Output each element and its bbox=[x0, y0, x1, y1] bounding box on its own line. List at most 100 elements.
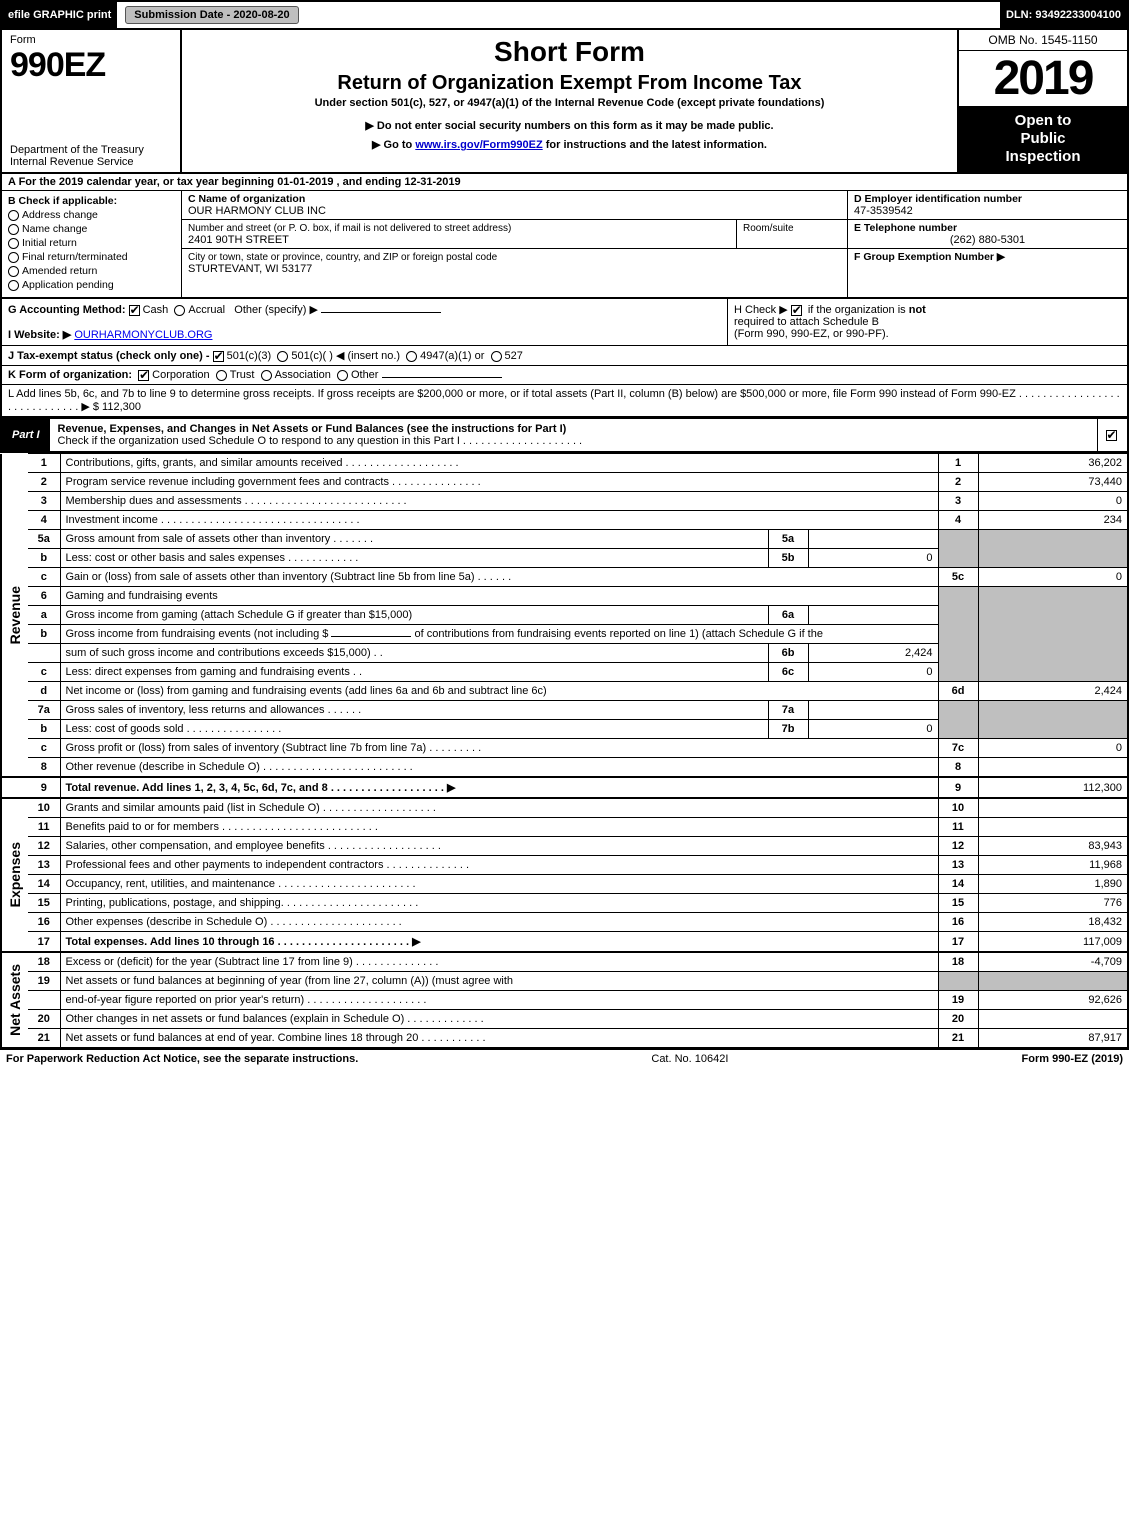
chk-cash[interactable] bbox=[129, 305, 140, 316]
chk-527[interactable] bbox=[491, 351, 502, 362]
line-19-amt: 92,626 bbox=[978, 991, 1128, 1010]
city-label: City or town, state or province, country… bbox=[188, 252, 497, 263]
line-11-num: 11 bbox=[28, 818, 60, 837]
dept-line2: Internal Revenue Service bbox=[10, 156, 134, 168]
other-org-input[interactable] bbox=[382, 377, 502, 378]
chk-final-return[interactable]: Final return/terminated bbox=[8, 251, 175, 263]
line-15-num: 15 bbox=[28, 894, 60, 913]
table-row: Revenue 1 Contributions, gifts, grants, … bbox=[1, 454, 1128, 473]
line-k: K Form of organization: Corporation Trus… bbox=[0, 366, 1129, 385]
chk-501c[interactable] bbox=[277, 351, 288, 362]
open-line3: Inspection bbox=[1005, 148, 1080, 165]
chk-corporation[interactable] bbox=[138, 370, 149, 381]
website-link[interactable]: OURHARMONYCLUB.ORG bbox=[74, 329, 212, 341]
line-7b-num: b bbox=[28, 720, 60, 739]
line-10-desc: Grants and similar amounts paid (list in… bbox=[60, 798, 938, 818]
line-4-ref: 4 bbox=[938, 511, 978, 530]
line-5b-innum: 5b bbox=[768, 549, 808, 568]
line-2-amt: 73,440 bbox=[978, 473, 1128, 492]
goto-post: for instructions and the latest informat… bbox=[543, 139, 767, 151]
line-11-desc: Benefits paid to or for members . . . . … bbox=[60, 818, 938, 837]
h-mid: if the organization is bbox=[808, 304, 909, 316]
footer-left: For Paperwork Reduction Act Notice, see … bbox=[6, 1053, 358, 1065]
line-9-num: 9 bbox=[28, 777, 60, 798]
shade-7 bbox=[938, 701, 978, 739]
k-label: K Form of organization: bbox=[8, 369, 132, 381]
irs-link[interactable]: www.irs.gov/Form990EZ bbox=[415, 139, 542, 151]
line-3-num: 3 bbox=[28, 492, 60, 511]
dln-label: DLN: 93492233004100 bbox=[1000, 2, 1127, 28]
f-label: F Group Exemption Number ▶ bbox=[854, 251, 1005, 263]
row-city: City or town, state or province, country… bbox=[182, 249, 847, 277]
line-6b-innum: 6b bbox=[768, 644, 808, 663]
h-line3: (Form 990, 990-EZ, or 990-PF). bbox=[734, 328, 889, 340]
dept-line1: Department of the Treasury bbox=[10, 144, 144, 156]
chk-other-org[interactable] bbox=[337, 370, 348, 381]
chk-address-change[interactable]: Address change bbox=[8, 209, 175, 221]
line-6a-num: a bbox=[28, 606, 60, 625]
line-15-desc: Printing, publications, postage, and shi… bbox=[60, 894, 938, 913]
block-bcdef: B Check if applicable: Address change Na… bbox=[0, 190, 1129, 299]
line-21-ref: 21 bbox=[938, 1029, 978, 1049]
tax-year: 2019 bbox=[959, 51, 1127, 106]
goto-pre: ▶ Go to bbox=[372, 139, 415, 151]
line-8-num: 8 bbox=[28, 758, 60, 778]
footer-right: Form 990-EZ (2019) bbox=[1022, 1053, 1123, 1065]
col-def: D Employer identification number 47-3539… bbox=[847, 191, 1127, 297]
org-name: OUR HARMONY CLUB INC bbox=[188, 205, 326, 217]
chk-name-change[interactable]: Name change bbox=[8, 223, 175, 235]
line-3-desc: Membership dues and assessments . . . . … bbox=[60, 492, 938, 511]
line-12-desc: Salaries, other compensation, and employ… bbox=[60, 837, 938, 856]
table-row: 21 Net assets or fund balances at end of… bbox=[1, 1029, 1128, 1049]
i-label: I Website: ▶ bbox=[8, 329, 71, 341]
line-19-num: 19 bbox=[28, 972, 60, 991]
part-i-title: Revenue, Expenses, and Changes in Net As… bbox=[58, 423, 567, 435]
table-row: c Gross profit or (loss) from sales of i… bbox=[1, 739, 1128, 758]
chk-501c3[interactable] bbox=[213, 351, 224, 362]
table-row: 20 Other changes in net assets or fund b… bbox=[1, 1010, 1128, 1029]
line-7c-amt: 0 bbox=[978, 739, 1128, 758]
chk-accrual[interactable] bbox=[174, 305, 185, 316]
line-7a-innum: 7a bbox=[768, 701, 808, 720]
k-trust: Trust bbox=[230, 369, 255, 381]
line-6b-blank[interactable] bbox=[331, 636, 411, 637]
line-12-amt: 83,943 bbox=[978, 837, 1128, 856]
line-18-amt: -4,709 bbox=[978, 952, 1128, 972]
short-form-title: Short Form bbox=[192, 36, 947, 68]
line-6b-num: b bbox=[28, 625, 60, 644]
part-i-check-line: Check if the organization used Schedule … bbox=[58, 435, 583, 447]
part-i-checkbox[interactable] bbox=[1097, 419, 1127, 451]
header-left: Form 990EZ Department of the Treasury In… bbox=[2, 30, 182, 172]
table-row: 3 Membership dues and assessments . . . … bbox=[1, 492, 1128, 511]
table-row: 14 Occupancy, rent, utilities, and maint… bbox=[1, 875, 1128, 894]
line-20-desc: Other changes in net assets or fund bala… bbox=[60, 1010, 938, 1029]
chk-4947[interactable] bbox=[406, 351, 417, 362]
line-3-ref: 3 bbox=[938, 492, 978, 511]
chk-trust[interactable] bbox=[216, 370, 227, 381]
chk-initial-return[interactable]: Initial return bbox=[8, 237, 175, 249]
h-pre: H Check ▶ bbox=[734, 304, 788, 316]
chk-association[interactable] bbox=[261, 370, 272, 381]
submission-date-button[interactable]: Submission Date - 2020-08-20 bbox=[125, 6, 298, 24]
other-label: Other (specify) ▶ bbox=[234, 304, 318, 316]
line-6d-amt: 2,424 bbox=[978, 682, 1128, 701]
room-label: Room/suite bbox=[743, 223, 794, 234]
chk-name-change-label: Name change bbox=[22, 223, 87, 235]
chk-schedule-b[interactable] bbox=[791, 305, 802, 316]
other-input[interactable] bbox=[321, 312, 441, 313]
line-6b-d1: Gross income from fundraising events (no… bbox=[66, 628, 332, 640]
netassets-side-label: Net Assets bbox=[7, 964, 23, 1036]
chk-amended-return[interactable]: Amended return bbox=[8, 265, 175, 277]
line-1-ref: 1 bbox=[938, 454, 978, 473]
line-16-desc: Other expenses (describe in Schedule O) … bbox=[60, 913, 938, 932]
page-footer: For Paperwork Reduction Act Notice, see … bbox=[0, 1049, 1129, 1068]
chk-application-pending[interactable]: Application pending bbox=[8, 279, 175, 291]
line-16-ref: 16 bbox=[938, 913, 978, 932]
line-4-desc: Investment income . . . . . . . . . . . … bbox=[60, 511, 938, 530]
header-mid: Short Form Return of Organization Exempt… bbox=[182, 30, 957, 172]
j-527: 527 bbox=[505, 350, 523, 362]
line-16-amt: 18,432 bbox=[978, 913, 1128, 932]
line-l: L Add lines 5b, 6c, and 7b to line 9 to … bbox=[0, 385, 1129, 418]
line-6a-inval bbox=[808, 606, 938, 625]
open-line2: Public bbox=[1020, 130, 1065, 147]
